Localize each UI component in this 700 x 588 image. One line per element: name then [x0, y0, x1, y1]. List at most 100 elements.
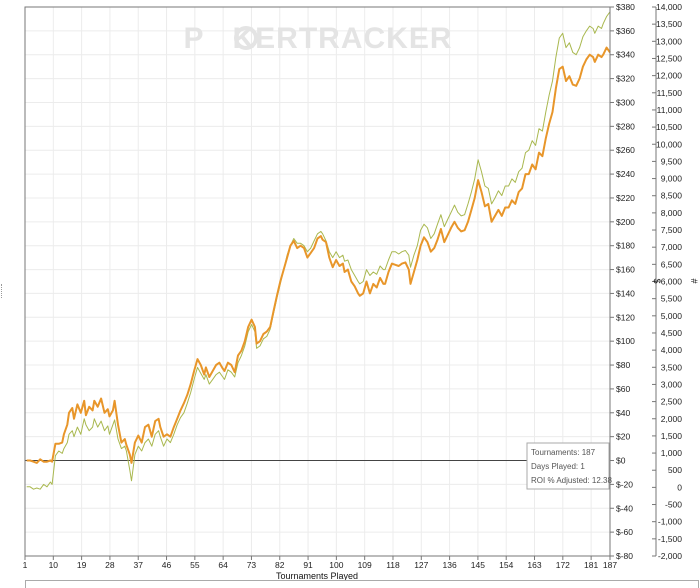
y-chips-tick-label: 4,500: [661, 328, 683, 338]
y-dollar-tick-label: $60: [616, 384, 630, 394]
y-chips-tick-label: 4,000: [661, 345, 683, 355]
x-tick-label: 55: [190, 560, 200, 570]
y-dollar-tick-label: $220: [616, 193, 635, 203]
y-dollar-tick-label: $280: [616, 121, 635, 131]
y-dollar-tick-label: $20: [616, 432, 630, 442]
x-tick-label: 118: [386, 560, 400, 570]
y-chips-tick-label: 6,000: [661, 277, 683, 287]
x-tick-label: 73: [247, 560, 257, 570]
x-tick-label: 163: [527, 560, 541, 570]
x-tick-label: 82: [275, 560, 285, 570]
x-tick-label: 91: [303, 560, 313, 570]
y-dollar-tick-label: $300: [616, 97, 635, 107]
y-chips-tick-label: 1,000: [661, 448, 683, 458]
x-axis: 1 10 19 28 37 46 55 64 73 82 91 100 109 118 127 136 145 1…: [23, 556, 617, 570]
y-chips-tick-label: -500: [665, 500, 682, 510]
info-tournaments: Tournaments: 187: [531, 448, 596, 457]
y-chips-tick-label: -1,500: [658, 534, 682, 544]
y-chips-tick-label: 14,000: [656, 2, 682, 12]
x-tick-label: 1: [23, 560, 28, 570]
y-chips-tick-label: 7,500: [661, 225, 683, 235]
x-tick-label: 19: [77, 560, 87, 570]
x-axis-label: Tournaments Played: [276, 571, 358, 581]
y-dollar-tick-label: $-20: [616, 479, 633, 489]
resize-grip[interactable]: [1, 284, 5, 298]
y-chips-tick-label: 12,000: [656, 71, 682, 81]
y-chips-tick-label: 9,500: [661, 156, 683, 166]
series-line-2: [26, 11, 611, 490]
y-dollar-tick-label: $0: [616, 456, 626, 466]
y-chips-tick-label: 3,000: [661, 379, 683, 389]
y-chips-tick-label: 13,500: [656, 19, 682, 29]
x-tick-label: 127: [414, 560, 428, 570]
x-tick-label: 100: [329, 560, 343, 570]
y-chips-tick-label: 9,000: [661, 174, 683, 184]
y-chips-tick-label: 12,500: [656, 53, 682, 63]
x-tick-label: 46: [162, 560, 172, 570]
y-chips-tick-label: 8,500: [661, 191, 683, 201]
y-chips-tick-label: -2,000: [658, 551, 682, 561]
y-chips-tick-label: 5,000: [661, 311, 683, 321]
y-dollar-tick-label: $200: [616, 217, 635, 227]
y-dollar-tick-label: $-80: [616, 551, 633, 561]
spade-icon: [234, 26, 258, 50]
y-chips-tick-label: 8,000: [661, 208, 683, 218]
y-chips-tick-label: 1,500: [661, 431, 683, 441]
y-chips-tick-label: 13,000: [656, 36, 682, 46]
poker-tracker-watermark: P KERTRACKER: [183, 22, 452, 55]
y-dollar-tick-label: $-40: [616, 503, 633, 513]
series-group: [26, 11, 611, 490]
plot-border: [24, 6, 611, 557]
y-chips-tick-label: 10,000: [656, 139, 682, 149]
y-chips-tick-label: -1,000: [658, 517, 682, 527]
y-chips-tick-label: 11,500: [657, 88, 683, 98]
x-tick-label: 109: [358, 560, 372, 570]
x-tick-label: 10: [49, 560, 59, 570]
y-dollar-tick-label: $80: [616, 360, 630, 370]
info-box-frame: [526, 442, 610, 490]
x-tick-label: 172: [556, 560, 570, 570]
x-tick-label: 64: [218, 560, 228, 570]
info-roi: ROI % Adjusted: 12.38: [531, 476, 612, 485]
y-chips-tick-label: 0: [677, 482, 682, 492]
y-dollar-tick-label: $380: [616, 2, 635, 12]
y-chips-tick-label: 10,500: [656, 122, 682, 132]
y-chips-tick-label: 2,000: [661, 414, 683, 424]
y-chips-tick-label: 2,500: [661, 397, 683, 407]
x-tick-label: 145: [471, 560, 485, 570]
y-dollar-tick-label: $260: [616, 145, 635, 155]
x-tick-label: 181: [584, 560, 598, 570]
y-dollar-tick-label: $180: [616, 241, 635, 251]
x-tick-label: 187: [603, 560, 617, 570]
plot-area: [25, 7, 610, 556]
y-axis-label-chips: #: [689, 278, 699, 283]
info-box: Tournaments: 187 Days Played: 1 ROI % Ad…: [526, 442, 612, 490]
y-dollar-tick-label: $240: [616, 169, 635, 179]
y-dollar-tick-label: $-60: [616, 527, 633, 537]
y-chips-tick-label: 3,500: [661, 362, 683, 372]
y-dollar-tick-label: $100: [616, 336, 635, 346]
y-dollar-tick-label: $120: [616, 312, 635, 322]
y-axis-dollars: $380 $360 $340 $320 $300 $280 $260 $240 $220 $200…: [610, 2, 657, 561]
series-line-1: [26, 46, 611, 464]
x-tick-label: 28: [105, 560, 115, 570]
y-chips-tick-label: 500: [668, 465, 682, 475]
y-dollar-tick-label: $40: [616, 408, 630, 418]
y-chips-tick-label: 7,000: [661, 242, 683, 252]
y-axis-chips: 14,000 13,500 13,000 12,500 12,000 11,500 11,0…: [652, 2, 682, 561]
y-chips-tick-label: 6,500: [661, 259, 683, 269]
y-dollar-tick-label: $340: [616, 50, 635, 60]
y-axis-label-dollars: $: [652, 278, 662, 283]
info-days-played: Days Played: 1: [531, 462, 585, 471]
x-tick-label: 154: [499, 560, 513, 570]
y-chips-tick-label: 5,500: [661, 294, 683, 304]
x-tick-label: 37: [133, 560, 143, 570]
y-chips-tick-label: 11,000: [657, 105, 683, 115]
x-tick-label: 136: [443, 560, 457, 570]
y-dollar-tick-label: $160: [616, 265, 635, 275]
y-dollar-tick-label: $140: [616, 288, 635, 298]
y-dollar-tick-label: $320: [616, 74, 635, 84]
y-dollar-tick-label: $360: [616, 26, 635, 36]
bottom-panel-edge: [25, 580, 699, 588]
